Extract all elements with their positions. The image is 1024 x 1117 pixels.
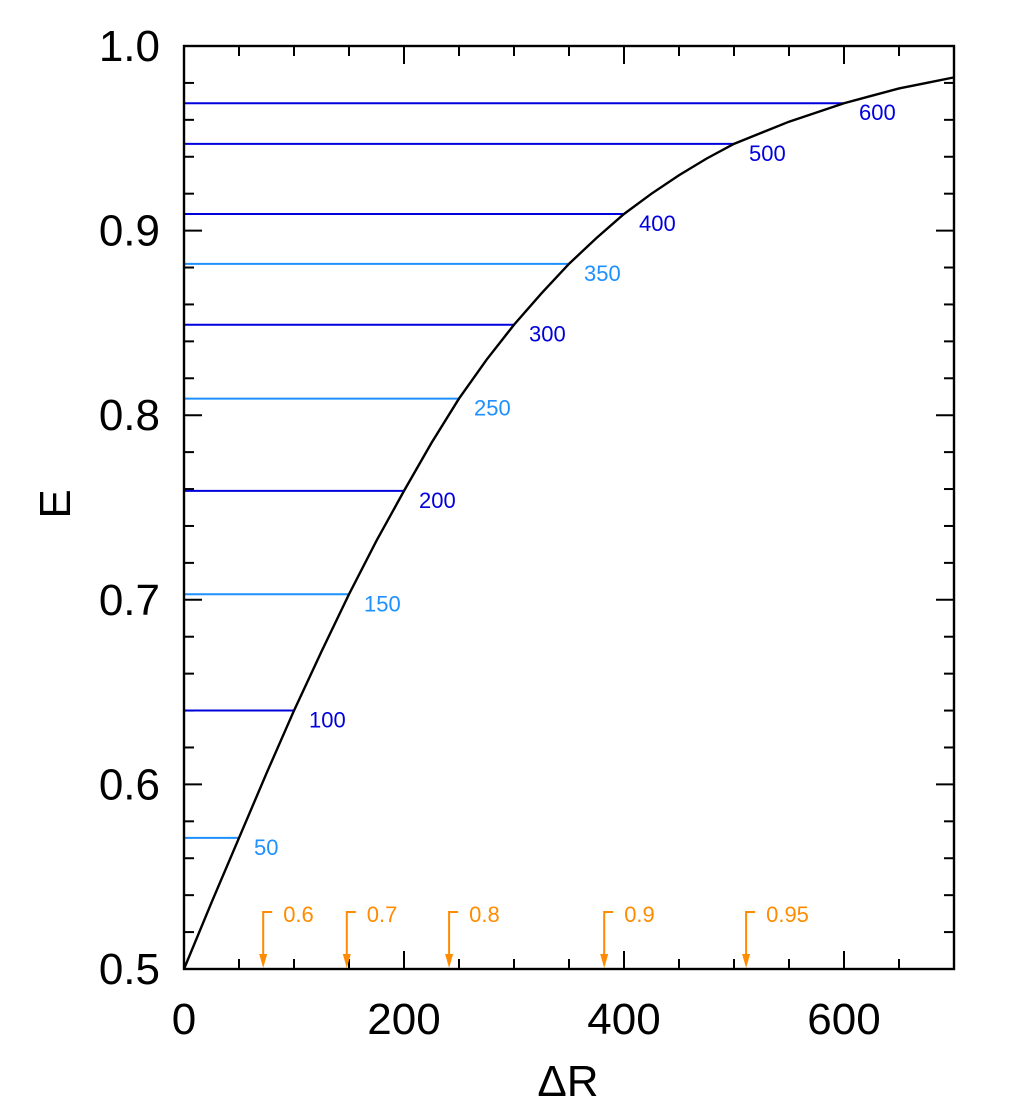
marker-label: 0.7 bbox=[367, 902, 398, 927]
marker-label: 0.95 bbox=[766, 902, 809, 927]
x-tick-label: 600 bbox=[807, 995, 880, 1044]
y-axis-label: E bbox=[31, 489, 80, 518]
y-tick-label: 1.0 bbox=[99, 22, 160, 71]
x-tick-label: 400 bbox=[587, 995, 660, 1044]
marker-arrow bbox=[445, 954, 454, 968]
level-label: 400 bbox=[639, 211, 676, 236]
level-label: 350 bbox=[584, 261, 621, 286]
marker-arrow bbox=[259, 954, 268, 968]
y-tick-label: 0.6 bbox=[99, 760, 160, 809]
plot-frame bbox=[182, 44, 956, 971]
marker-arrow bbox=[742, 954, 751, 968]
annotations: 50 100 150 200 250 300 350 400 500 600 bbox=[184, 100, 896, 860]
marker-stem bbox=[745, 911, 756, 956]
marker-stem bbox=[448, 911, 459, 956]
level-label: 50 bbox=[254, 835, 278, 860]
x-axis-label: ΔR bbox=[537, 1057, 598, 1106]
marker-label: 0.6 bbox=[283, 902, 314, 927]
x-tick-label: 0 bbox=[172, 995, 196, 1044]
marker-label: 0.8 bbox=[469, 902, 500, 927]
y-tick-label: 0.8 bbox=[99, 391, 160, 440]
marker-arrow bbox=[342, 954, 351, 968]
y-tick-label: 0.7 bbox=[99, 576, 160, 625]
level-label: 150 bbox=[364, 591, 401, 616]
level-label: 250 bbox=[474, 396, 511, 421]
level-label: 100 bbox=[309, 708, 346, 733]
level-label: 300 bbox=[529, 322, 566, 347]
markers: 0.6 0.7 0.8 0.9 0.95 bbox=[259, 902, 809, 968]
tick-labels: 0 200 400 600 0.5 0.6 0.7 0.8 0.9 1.0 bbox=[99, 22, 881, 1044]
level-label: 200 bbox=[419, 488, 456, 513]
axis-ticks bbox=[183, 45, 955, 970]
y-tick-label: 0.9 bbox=[99, 207, 160, 256]
x-tick-label: 200 bbox=[367, 995, 440, 1044]
y-tick-label: 0.5 bbox=[99, 945, 160, 994]
marker-stem bbox=[345, 911, 356, 956]
level-label: 600 bbox=[859, 100, 896, 125]
marker-label: 0.9 bbox=[624, 902, 655, 927]
marker-arrow bbox=[600, 954, 609, 968]
marker-stem bbox=[262, 911, 273, 956]
level-label: 500 bbox=[749, 141, 786, 166]
series-line bbox=[182, 76, 955, 970]
marker-stem bbox=[603, 911, 614, 956]
